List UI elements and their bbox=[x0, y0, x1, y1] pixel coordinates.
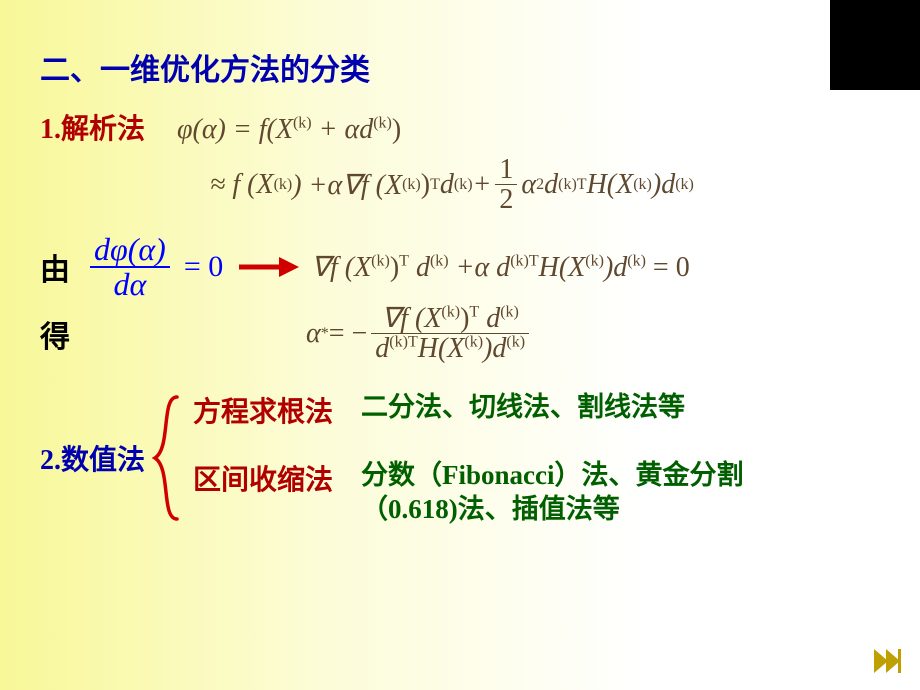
eq4-alpha: α bbox=[306, 318, 321, 350]
eq4-eq: = − bbox=[329, 318, 368, 350]
eq4b-t2: H(X bbox=[418, 333, 465, 364]
eq3-s4: (k)T bbox=[510, 253, 538, 270]
eq2-t5: + bbox=[473, 169, 492, 201]
eq1-s1: (k) bbox=[293, 115, 312, 132]
eq3-s2: T bbox=[399, 253, 409, 270]
eq3-s3: (k) bbox=[430, 253, 449, 270]
method-row-2: 区间收缩法 分数（Fibonacci）法、黄金分割（0.618)法、插值法等 bbox=[193, 458, 791, 527]
eq-zero: = 0 bbox=[184, 250, 223, 284]
label-de: 得 bbox=[40, 312, 70, 356]
eq4t-s2: T bbox=[469, 304, 479, 321]
method2-body: 分数（Fibonacci）法、黄金分割（0.618)法、插值法等 bbox=[361, 458, 791, 527]
eq1-s2: (k) bbox=[373, 115, 392, 132]
eq3-t4: +α d bbox=[449, 252, 511, 283]
eq4t-s1: (k) bbox=[441, 304, 460, 321]
eq4: α* = − ∇f (X(k))T d(k) d(k)TH(X(k))d(k) bbox=[306, 304, 533, 364]
eq3-t5: H(X bbox=[539, 252, 586, 283]
method1-label: 方程求根法 bbox=[193, 390, 361, 430]
eq2-t7: d bbox=[544, 169, 558, 201]
eq4t-s3: (k) bbox=[500, 304, 519, 321]
dphi-frac: dφ(α) dα bbox=[90, 233, 170, 302]
eq3-t3: d bbox=[409, 252, 430, 283]
label-you: 由 bbox=[40, 245, 70, 289]
eq4b-t3: )d bbox=[483, 333, 506, 364]
eq4b-s1: (k)T bbox=[389, 334, 417, 351]
brace-icon bbox=[151, 393, 183, 523]
eq2: ≈ f (X(k)) +α∇f (X(k))T d(k) + 1 2 α2d(k… bbox=[210, 155, 890, 215]
eq3: ∇f (X(k))T d(k) +α d(k)TH(X(k))d(k) = 0 bbox=[311, 250, 689, 284]
eq2-half-top: 1 bbox=[495, 155, 517, 184]
eq2-t8: H(X bbox=[587, 169, 634, 201]
eq1-t1: φ(α) = f(X bbox=[177, 114, 293, 145]
eq4t-t3: d bbox=[479, 303, 500, 334]
eq1-row: 1.解析法 φ(α) = f(X(k) + αd(k)) bbox=[40, 107, 890, 147]
eq4-frac: ∇f (X(k))T d(k) d(k)TH(X(k))d(k) bbox=[371, 304, 529, 364]
eq4b-s3: (k) bbox=[506, 334, 525, 351]
eq3-s1: (k) bbox=[371, 253, 390, 270]
method2-label: 区间收缩法 bbox=[193, 458, 361, 498]
eq1-t2: + αd bbox=[312, 114, 374, 145]
derivative-row: 由 dφ(α) dα = 0 ∇f (X(k))T d(k) +α d(k)TH… bbox=[40, 233, 890, 302]
eq2-t1: ≈ f (X bbox=[210, 169, 274, 201]
eq4t-t1: ∇f (X bbox=[381, 303, 441, 334]
method-row-1: 方程求根法 二分法、切线法、割线法等 bbox=[193, 390, 791, 430]
section2-label: 2.数值法 bbox=[40, 438, 145, 478]
result-row: 得 α* = − ∇f (X(k))T d(k) d(k)TH(X(k))d(k… bbox=[40, 304, 890, 364]
eq2-t2: ) +α∇f (X bbox=[292, 168, 402, 202]
eq2-half-frac: 1 2 bbox=[495, 155, 517, 215]
eq4b-s2: (k) bbox=[464, 334, 483, 351]
eq3-s5: (k) bbox=[585, 253, 604, 270]
eq2-t4: d bbox=[440, 169, 454, 201]
eq3-t7: = 0 bbox=[646, 252, 690, 283]
eq4-top: ∇f (X(k))T d(k) bbox=[377, 304, 522, 333]
eq2-t3: ) bbox=[421, 169, 430, 201]
eq3-t6: )d bbox=[604, 252, 627, 283]
prev-slide-icon[interactable] bbox=[872, 647, 902, 680]
eq3-t1: ∇f (X bbox=[311, 252, 371, 283]
eq3-t2: ) bbox=[390, 252, 399, 283]
page-title: 二、一维优化方法的分类 bbox=[40, 45, 890, 89]
eq4b-t1: d bbox=[375, 333, 389, 364]
eq3-s6: (k) bbox=[627, 253, 646, 270]
arrow-icon bbox=[239, 256, 299, 278]
dphi-bot: dα bbox=[110, 268, 151, 302]
slide-content: 二、一维优化方法的分类 1.解析法 φ(α) = f(X(k) + αd(k))… bbox=[0, 0, 920, 527]
eq2-t6: α bbox=[521, 169, 536, 201]
eq1: φ(α) = f(X(k) + αd(k)) bbox=[177, 114, 401, 146]
eq4t-t2: ) bbox=[460, 303, 469, 334]
section2-row: 2.数值法 方程求根法 二分法、切线法、割线法等 区间收缩法 分数（Fibona… bbox=[40, 390, 890, 527]
eq4-bot: d(k)TH(X(k))d(k) bbox=[371, 334, 529, 363]
eq1-t3: ) bbox=[392, 114, 401, 145]
dphi-top: dφ(α) bbox=[90, 233, 170, 267]
eq2-t9: )d bbox=[652, 169, 675, 201]
method1-body: 二分法、切线法、割线法等 bbox=[361, 390, 685, 425]
section1-label: 1.解析法 bbox=[40, 107, 145, 147]
methods: 方程求根法 二分法、切线法、割线法等 区间收缩法 分数（Fibonacci）法、… bbox=[193, 390, 791, 527]
eq2-half-bot: 2 bbox=[495, 185, 517, 214]
